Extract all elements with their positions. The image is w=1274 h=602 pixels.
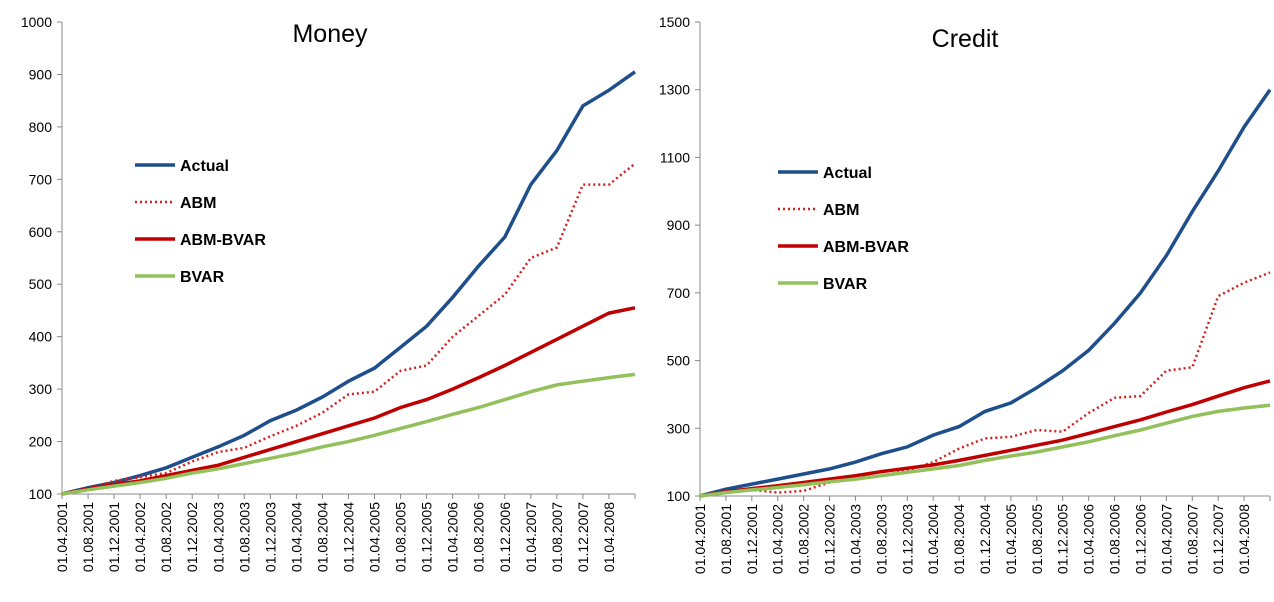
x-tick-label: 01.08.2004	[951, 504, 967, 574]
x-tick-label: 01.08.2005	[393, 502, 409, 572]
x-tick-label: 01.08.2003	[873, 504, 889, 574]
y-tick-label: 100	[667, 488, 691, 504]
x-tick-label: 01.04.2003	[847, 504, 863, 574]
x-tick-label: 01.04.2002	[770, 504, 786, 574]
x-tick-label: 01.08.2007	[549, 502, 565, 572]
x-tick-label: 01.04.2005	[367, 502, 383, 572]
chart-title: Credit	[932, 25, 999, 53]
series-line	[699, 379, 1271, 498]
series-line	[61, 70, 637, 496]
x-tick-label: 01.12.2007	[575, 502, 591, 572]
y-tick-label: 900	[29, 66, 53, 82]
y-tick-label: 800	[29, 119, 53, 135]
x-tick-label: 01.08.2002	[158, 502, 174, 572]
x-tick-label: 01.04.2008	[1236, 504, 1252, 574]
y-tick-label: 1000	[21, 14, 52, 30]
x-tick-label: 01.12.2007	[1210, 504, 1226, 574]
x-tick-label: 01.08.2007	[1184, 504, 1200, 574]
series-line	[61, 372, 636, 496]
x-tick-label: 01.04.2001	[692, 504, 708, 574]
legend-label: ABM	[180, 195, 216, 212]
x-tick-label: 01.12.2002	[822, 504, 838, 574]
x-tick-label: 01.04.2008	[601, 502, 617, 572]
x-tick-label: 01.12.2001	[744, 504, 760, 574]
legend-label: Actual	[180, 158, 229, 175]
y-tick-label: 200	[29, 434, 53, 450]
x-tick-label: 01.08.2005	[1029, 504, 1045, 574]
y-tick-label: 300	[667, 420, 691, 436]
y-tick-label: 400	[29, 329, 53, 345]
x-tick-label: 01.04.2001	[54, 502, 70, 572]
series-line	[699, 88, 1272, 498]
y-tick-label: 500	[667, 353, 691, 369]
y-tick-label: 100	[29, 486, 53, 502]
x-tick-label: 01.04.2007	[1158, 504, 1174, 574]
x-tick-label: 01.12.2004	[341, 502, 357, 572]
x-tick-label: 01.08.2006	[1107, 504, 1123, 574]
x-tick-label: 01.12.2003	[262, 502, 278, 572]
y-tick-label: 900	[667, 217, 691, 233]
y-tick-label: 600	[29, 224, 53, 240]
x-tick-label: 01.04.2005	[1003, 504, 1019, 574]
x-tick-label: 01.12.2002	[184, 502, 200, 572]
y-tick-label: 700	[29, 171, 53, 187]
x-tick-label: 01.08.2006	[471, 502, 487, 572]
y-tick-label: 1300	[659, 82, 690, 98]
x-tick-label: 01.08.2001	[718, 504, 734, 574]
x-tick-label: 01.12.2006	[497, 502, 513, 572]
series-line	[61, 162, 636, 496]
y-tick-label: 700	[667, 285, 691, 301]
x-tick-label: 01.04.2004	[288, 502, 304, 572]
legend-label: ABM-BVAR	[823, 239, 909, 256]
legend-label: ABM	[823, 202, 859, 219]
x-tick-label: 01.12.2003	[899, 504, 915, 574]
x-tick-label: 01.04.2006	[445, 502, 461, 572]
x-tick-label: 01.12.2004	[977, 504, 993, 574]
x-tick-label: 01.12.2005	[419, 502, 435, 572]
x-tick-label: 01.12.2005	[1055, 504, 1071, 574]
y-tick-label: 1500	[659, 14, 690, 30]
x-tick-label: 01.12.2006	[1132, 504, 1148, 574]
x-tick-label: 01.04.2002	[132, 502, 148, 572]
legend-label: BVAR	[823, 276, 868, 293]
x-tick-label: 01.04.2007	[523, 502, 539, 572]
series-line	[699, 271, 1271, 498]
legend-label: ABM-BVAR	[180, 232, 266, 249]
series-line	[699, 403, 1271, 498]
x-tick-label: 01.08.2001	[80, 502, 96, 572]
x-tick-label: 01.08.2003	[236, 502, 252, 572]
y-tick-label: 300	[29, 381, 53, 397]
legend-label: BVAR	[180, 269, 225, 286]
legend-label: Actual	[823, 165, 872, 182]
x-tick-label: 01.04.2003	[210, 502, 226, 572]
chart-title: Money	[292, 20, 368, 48]
y-tick-label: 500	[29, 276, 53, 292]
x-tick-label: 01.04.2006	[1081, 504, 1097, 574]
x-tick-label: 01.04.2004	[925, 504, 941, 574]
x-tick-label: 01.12.2001	[106, 502, 122, 572]
y-tick-label: 1100	[660, 149, 690, 165]
series-line	[61, 306, 636, 496]
x-tick-label: 01.08.2004	[314, 502, 330, 572]
x-tick-label: 01.08.2002	[796, 504, 812, 574]
